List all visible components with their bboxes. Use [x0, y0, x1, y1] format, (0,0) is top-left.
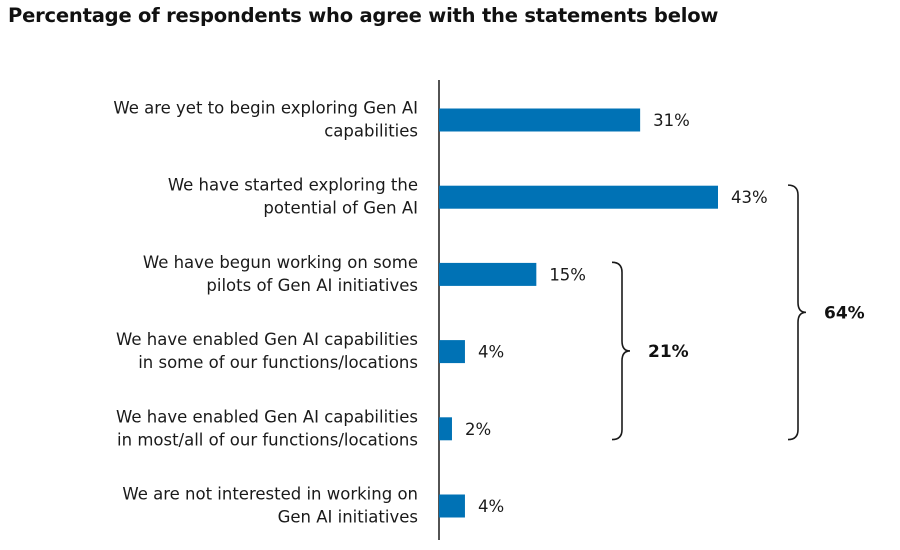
- chart-title: Percentage of respondents who agree with…: [8, 4, 719, 27]
- category-label-2: We have started exploring the potential o…: [168, 176, 418, 218]
- category-label-4: We have enabled Gen AI capabilities in so…: [116, 330, 418, 372]
- bar-6: [439, 494, 465, 518]
- group-label-2: 64%: [824, 303, 865, 323]
- category-label-6: We are not interested in working on Gen A…: [122, 485, 418, 527]
- bar-5: [439, 417, 452, 441]
- value-label-3: 15%: [549, 265, 586, 284]
- value-label-1: 31%: [653, 111, 690, 130]
- value-label-6: 4%: [478, 497, 504, 516]
- group-label-1: 21%: [648, 342, 689, 362]
- value-label-2: 43%: [731, 188, 768, 207]
- value-label-5: 2%: [465, 420, 491, 439]
- group-brace-1: [611, 261, 631, 441]
- group-brace-2: [787, 184, 807, 441]
- bar-1: [439, 108, 641, 132]
- bar-4: [439, 340, 465, 364]
- category-label-1: We are yet to begin exploring Gen AI capa…: [113, 99, 418, 141]
- bar-3: [439, 262, 537, 286]
- category-label-5: We have enabled Gen AI capabilities in mo…: [116, 407, 418, 449]
- bar-2: [439, 185, 718, 209]
- value-label-4: 4%: [478, 343, 504, 362]
- category-label-3: We have begun working on some pilots of G…: [143, 253, 418, 295]
